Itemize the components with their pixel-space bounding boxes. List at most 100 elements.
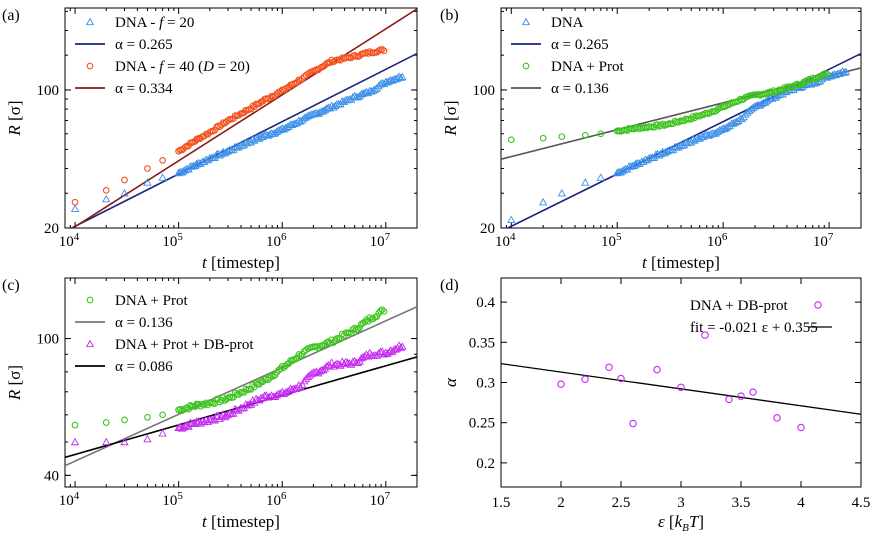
series-1 — [71, 46, 388, 206]
data-point — [840, 68, 849, 76]
y-tick-label: 0.3 — [476, 376, 495, 392]
data-point — [192, 418, 202, 426]
data-point — [120, 188, 129, 197]
data-point — [831, 70, 841, 79]
data-point — [158, 429, 167, 437]
data-point — [285, 83, 293, 91]
data-point — [804, 77, 811, 84]
data-point — [312, 108, 321, 117]
data-point — [70, 437, 80, 446]
data-point — [539, 134, 547, 142]
data-point — [362, 350, 371, 358]
data-point — [841, 67, 851, 76]
y-tick-label: 0.4 — [476, 295, 495, 311]
data-point — [581, 131, 589, 139]
data-point — [258, 132, 267, 140]
legend-label: DNA — [551, 15, 584, 31]
data-point — [704, 131, 713, 139]
data-point — [398, 72, 407, 81]
data-point — [378, 306, 386, 314]
legend-label: DNA + DB-prot — [690, 298, 788, 314]
data-point — [714, 106, 722, 113]
data-point — [332, 359, 342, 367]
data-point — [350, 356, 359, 365]
data-point — [180, 406, 187, 414]
legend-marker — [814, 301, 822, 309]
legend-marker — [522, 62, 530, 70]
series-1 — [507, 70, 831, 144]
x-axis-label: t [timestep] — [202, 253, 280, 272]
data-point — [336, 361, 345, 369]
plot-data — [69, 8, 417, 228]
data-point — [159, 157, 166, 164]
x-tick-label: 4 — [797, 495, 805, 511]
data-point — [295, 351, 303, 358]
panel-label: (c) — [2, 277, 20, 294]
data-point — [507, 215, 516, 223]
legend-label: α = 0.265 — [115, 37, 173, 53]
y-tick-label: 20 — [44, 221, 59, 237]
data-point — [737, 114, 746, 123]
data-point — [120, 437, 129, 446]
data-point — [271, 92, 279, 99]
legend-marker — [86, 296, 94, 304]
x-tick-label: 107 — [813, 231, 834, 250]
data-point — [277, 88, 284, 95]
x-tick-label: 104 — [59, 231, 80, 250]
data-point — [71, 421, 79, 429]
legend-marker — [85, 339, 95, 348]
data-point — [750, 102, 760, 110]
data-point — [200, 132, 208, 140]
y-tick-label: 100 — [473, 83, 496, 99]
legend-marker — [85, 17, 95, 26]
legend: DNA + DB-prot fit = -0.021 ε + 0.355 — [690, 298, 832, 336]
legend-label: α = 0.136 — [115, 315, 173, 331]
data-point — [121, 176, 128, 184]
series-0 — [70, 72, 407, 213]
data-point — [211, 126, 219, 134]
legend-label: DNA - f = 40 (D = 20) — [115, 59, 250, 75]
data-point — [812, 78, 821, 86]
y-tick-label: 0.25 — [469, 416, 495, 432]
data-point — [358, 352, 368, 361]
legend-label: DNA + Prot — [551, 59, 624, 75]
data-point — [581, 178, 590, 186]
data-point — [558, 133, 566, 141]
data-point — [251, 394, 261, 403]
data-point — [191, 161, 200, 169]
data-point — [363, 88, 373, 97]
legend-label: DNA + Prot + DB-prot — [115, 337, 254, 353]
data-point — [581, 375, 589, 384]
data-point — [222, 147, 231, 156]
panel-label: (a) — [2, 7, 20, 24]
data-point — [274, 126, 283, 134]
data-point — [797, 423, 805, 432]
data-point — [356, 52, 364, 60]
data-point — [71, 198, 79, 206]
data-point — [143, 434, 152, 443]
data-point — [749, 388, 757, 396]
data-point — [391, 345, 400, 353]
data-point — [266, 94, 274, 102]
data-point — [635, 159, 644, 167]
legend-label: DNA - f = 20 — [115, 15, 194, 31]
data-point — [144, 413, 151, 421]
plot-frame — [500, 277, 862, 488]
data-point — [810, 78, 819, 87]
data-point — [197, 402, 204, 410]
x-tick-label: 105 — [162, 490, 183, 509]
data-point — [391, 74, 400, 83]
data-point — [699, 132, 708, 140]
panel-c: (c) 104 105 106 107 40 100 t [timestep] R [σ] DNA… — [2, 277, 418, 531]
data-point — [374, 348, 383, 357]
data-point — [386, 75, 395, 84]
y-axis-label: α — [441, 377, 460, 387]
fit-line — [501, 362, 861, 415]
data-point — [215, 414, 224, 422]
data-point — [220, 412, 229, 421]
data-point — [338, 96, 347, 105]
data-point — [102, 187, 110, 194]
data-point — [725, 395, 733, 404]
series-1 — [70, 341, 407, 446]
data-point — [396, 73, 405, 81]
